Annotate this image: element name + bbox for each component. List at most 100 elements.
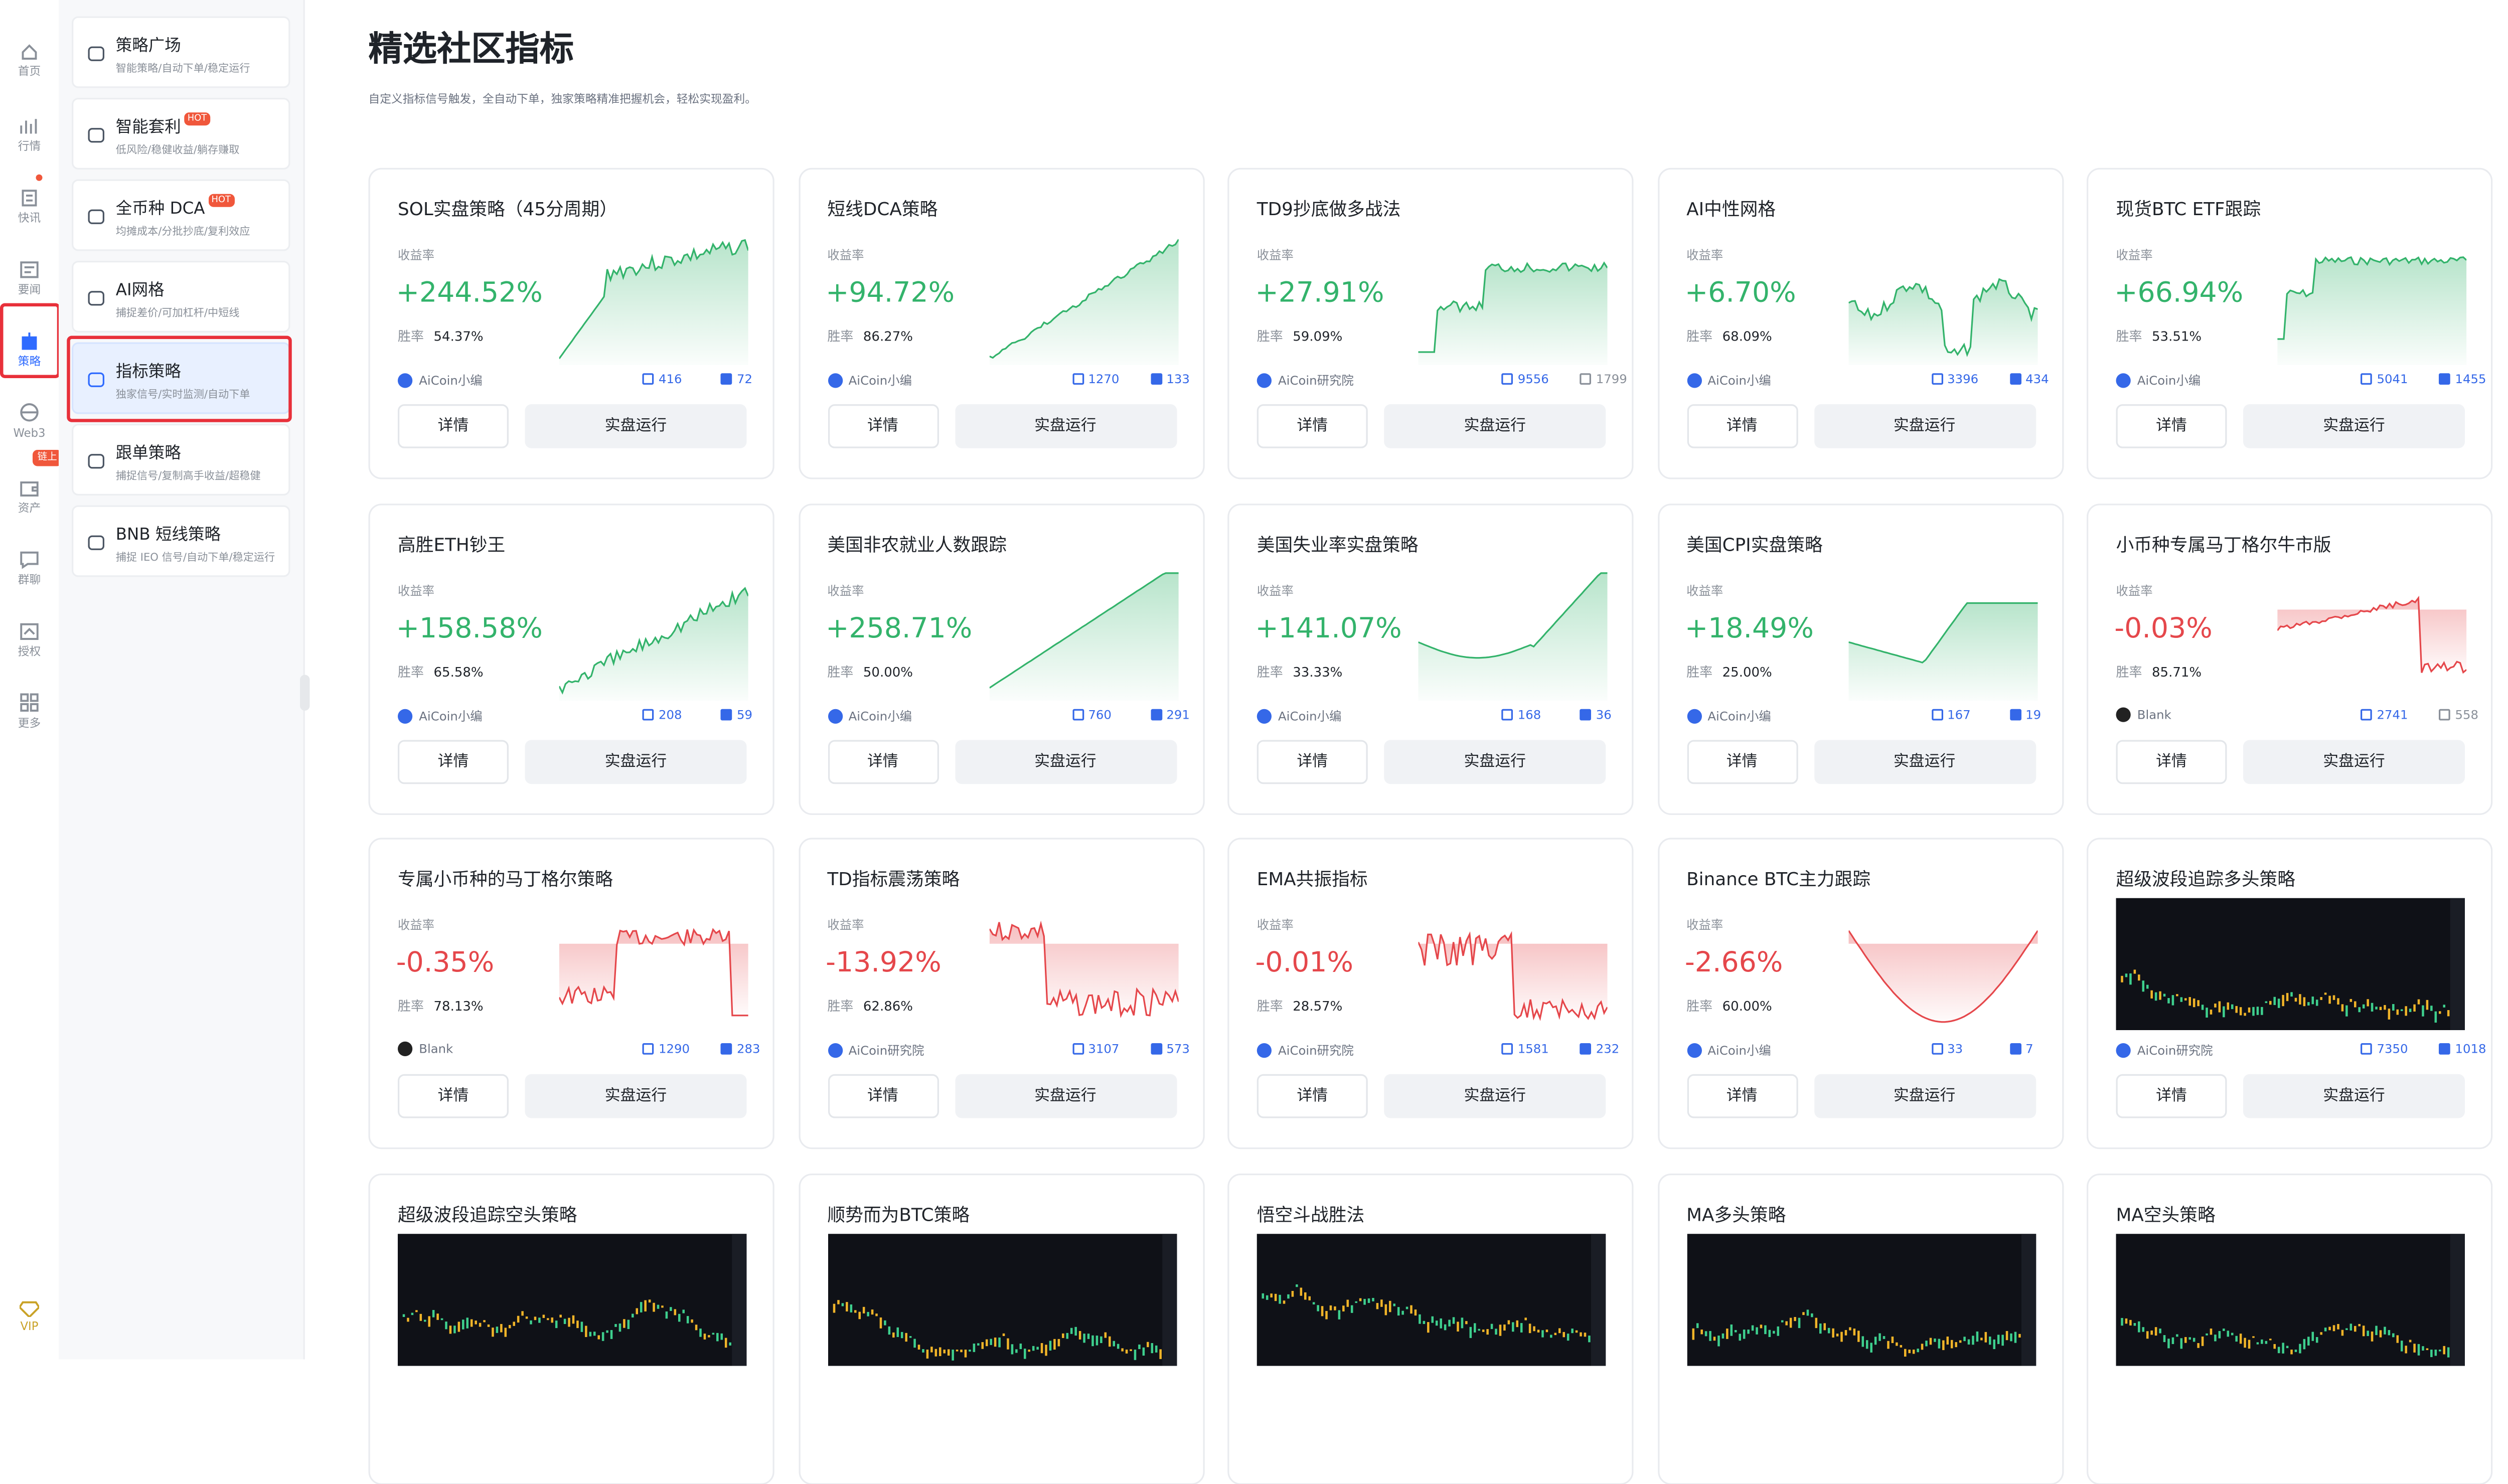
run-live-button[interactable]: 实盘运行 xyxy=(1384,739,1606,783)
strategy-card[interactable]: MA多头策略 xyxy=(1657,1173,2063,1484)
like-count[interactable]: 1455 xyxy=(2439,372,2486,386)
run-live-button[interactable]: 实盘运行 xyxy=(525,1074,747,1118)
rail-item-7[interactable]: 群聊 xyxy=(0,538,59,603)
bookmark-count[interactable]: 168 xyxy=(1501,707,1541,721)
bookmark-count[interactable]: 1581 xyxy=(1501,1042,1549,1056)
like-count[interactable]: 558 xyxy=(2439,707,2478,721)
author[interactable]: AiCoin研究院 xyxy=(827,1042,924,1060)
author[interactable]: Blank xyxy=(398,1042,453,1056)
author[interactable]: AiCoin小编 xyxy=(1257,707,1342,725)
run-live-button[interactable]: 实盘运行 xyxy=(955,739,1176,783)
author[interactable]: AiCoin小编 xyxy=(2116,372,2201,390)
like-count[interactable]: 434 xyxy=(2009,372,2049,386)
like-count[interactable]: 283 xyxy=(721,1042,760,1056)
author[interactable]: AiCoin研究院 xyxy=(1257,372,1354,390)
run-live-button[interactable]: 实盘运行 xyxy=(955,1074,1176,1118)
bookmark-count[interactable]: 1270 xyxy=(1072,372,1120,386)
author[interactable]: AiCoin小编 xyxy=(827,372,912,390)
detail-button[interactable]: 详情 xyxy=(1686,404,1797,448)
bookmark-count[interactable]: 3396 xyxy=(1931,372,1979,386)
bookmark-count[interactable]: 5041 xyxy=(2361,372,2408,386)
menu-item-6[interactable]: BNB 短线策略捕捉 IEO 信号/自动下单/稳定运行 xyxy=(72,506,290,577)
rail-item-0[interactable]: 首页 xyxy=(0,30,59,95)
menu-item-5[interactable]: 跟单策略捕捉信号/复制高手收益/超稳健 xyxy=(72,424,290,496)
detail-button[interactable]: 详情 xyxy=(2116,739,2227,783)
detail-button[interactable]: 详情 xyxy=(398,1074,509,1118)
author[interactable]: AiCoin小编 xyxy=(398,372,483,390)
detail-button[interactable]: 详情 xyxy=(1257,404,1368,448)
rail-item-6[interactable]: 资产 xyxy=(0,466,59,532)
bookmark-count[interactable]: 33 xyxy=(1931,1042,1963,1056)
detail-button[interactable]: 详情 xyxy=(827,1074,938,1118)
author[interactable]: AiCoin小编 xyxy=(398,707,483,725)
run-live-button[interactable]: 实盘运行 xyxy=(955,404,1176,448)
strategy-card[interactable]: 超级波段追踪空头策略 xyxy=(369,1173,774,1484)
like-count[interactable]: 1018 xyxy=(2439,1042,2486,1056)
run-live-button[interactable]: 实盘运行 xyxy=(1814,1074,2035,1118)
menu-item-0[interactable]: 策略广场智能策略/自动下单/稳定运行 xyxy=(72,17,290,88)
like-count[interactable]: 72 xyxy=(721,372,753,386)
author[interactable]: AiCoin研究院 xyxy=(2116,1042,2213,1060)
menu-item-3[interactable]: AI网格捕捉差价/可加杠杆/中短线 xyxy=(72,261,290,333)
like-count[interactable]: 291 xyxy=(1150,707,1190,721)
run-live-button[interactable]: 实盘运行 xyxy=(1814,404,2035,448)
bookmark-count[interactable]: 208 xyxy=(643,707,682,721)
detail-button[interactable]: 详情 xyxy=(1257,739,1368,783)
vip-link[interactable]: VIP xyxy=(13,1301,46,1334)
strategy-card[interactable]: 顺势而为BTC策略 xyxy=(798,1173,1204,1484)
run-live-button[interactable]: 实盘运行 xyxy=(1384,404,1606,448)
rail-item-5[interactable]: Web3 xyxy=(0,391,59,456)
author[interactable]: AiCoin小编 xyxy=(1686,1042,1771,1060)
detail-button[interactable]: 详情 xyxy=(398,739,509,783)
detail-button[interactable]: 详情 xyxy=(1257,1074,1368,1118)
like-count[interactable]: 19 xyxy=(2009,707,2042,721)
author[interactable]: AiCoin小编 xyxy=(1686,372,1771,390)
like-count[interactable]: 59 xyxy=(721,707,753,721)
bookmark-count[interactable]: 167 xyxy=(1931,707,1971,721)
detail-button[interactable]: 详情 xyxy=(2116,1074,2227,1118)
detail-button[interactable]: 详情 xyxy=(398,404,509,448)
detail-button[interactable]: 详情 xyxy=(1686,739,1797,783)
run-live-button[interactable]: 实盘运行 xyxy=(1384,1074,1606,1118)
strategy-card[interactable]: MA空头策略 xyxy=(2087,1173,2492,1484)
like-count[interactable]: 7 xyxy=(2009,1042,2033,1056)
collapse-sidebar-handle[interactable] xyxy=(300,675,310,711)
author[interactable]: AiCoin小编 xyxy=(827,707,912,725)
like-count[interactable]: 1799 xyxy=(1580,372,1627,386)
bookmark-count[interactable]: 9556 xyxy=(1501,372,1549,386)
detail-button[interactable]: 详情 xyxy=(1686,1074,1797,1118)
author[interactable]: AiCoin研究院 xyxy=(1257,1042,1354,1060)
run-live-button[interactable]: 实盘运行 xyxy=(2243,404,2465,448)
detail-button[interactable]: 详情 xyxy=(827,739,938,783)
run-live-button[interactable]: 实盘运行 xyxy=(2243,739,2465,783)
rail-item-2[interactable]: 快讯 xyxy=(0,176,59,241)
author[interactable]: Blank xyxy=(2116,707,2171,721)
strategy-card[interactable]: 悟空斗战胜法 xyxy=(1227,1173,1633,1484)
bookmark-count[interactable]: 3107 xyxy=(1072,1042,1120,1056)
like-count[interactable]: 36 xyxy=(1580,707,1612,721)
bookmark-count[interactable]: 1290 xyxy=(643,1042,690,1056)
rail-item-8[interactable]: 授权 xyxy=(0,610,59,675)
bookmark-count[interactable]: 416 xyxy=(643,372,682,386)
rail-item-1[interactable]: 行情 xyxy=(0,104,59,170)
run-live-button[interactable]: 实盘运行 xyxy=(2243,1074,2465,1118)
bookmark-count[interactable]: 760 xyxy=(1072,707,1112,721)
like-count[interactable]: 232 xyxy=(1580,1042,1619,1056)
run-live-button[interactable]: 实盘运行 xyxy=(525,739,747,783)
rail-item-9[interactable]: 更多 xyxy=(0,682,59,747)
